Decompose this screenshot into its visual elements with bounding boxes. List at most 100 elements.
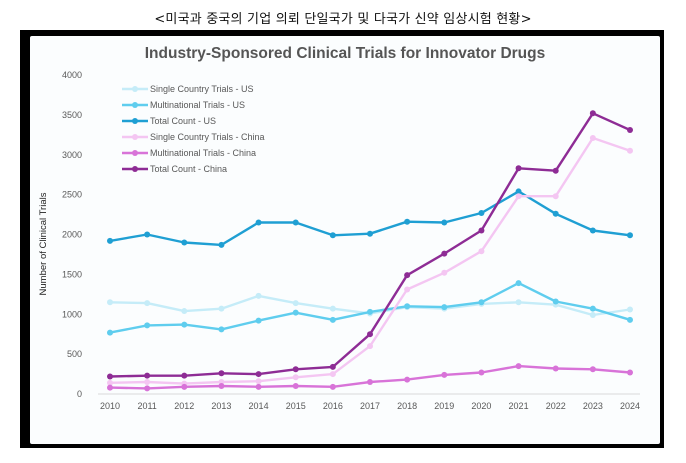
- legend-item: Single Country Trials - China: [122, 132, 265, 142]
- x-tick-label: 2011: [137, 401, 156, 411]
- data-point: [552, 298, 559, 305]
- data-point: [144, 379, 151, 386]
- legend-label: Total Count - US: [150, 116, 216, 126]
- data-point: [329, 363, 336, 370]
- data-point: [255, 292, 262, 299]
- data-point: [107, 299, 113, 306]
- data-point: [478, 209, 485, 216]
- data-point: [589, 305, 596, 312]
- data-point: [292, 309, 299, 316]
- series-layer: [107, 110, 633, 392]
- data-point: [255, 383, 262, 390]
- y-tick-label: 1000: [62, 309, 82, 319]
- legend-item: Multinational Trials - US: [122, 100, 245, 110]
- axes: 0 500 1000 1500 2000 2500 3000 3500 4000 2010 2011…: [62, 70, 640, 411]
- data-point: [329, 232, 336, 239]
- data-point: [107, 237, 113, 244]
- y-tick-label: 4000: [62, 70, 82, 80]
- legend-label: Single Country Trials - US: [150, 84, 254, 94]
- data-point: [404, 303, 411, 310]
- data-point: [329, 383, 336, 390]
- data-point: [441, 250, 448, 257]
- data-point: [589, 312, 596, 319]
- data-point: [107, 384, 113, 391]
- data-point: [255, 371, 262, 378]
- data-point: [367, 230, 373, 237]
- data-point: [107, 379, 113, 386]
- data-point: [181, 383, 188, 390]
- chart-card: Industry-Sponsored Clinical Trials for I…: [30, 36, 660, 444]
- data-point: [292, 383, 299, 390]
- series-2: [107, 188, 633, 248]
- data-point: [627, 369, 633, 376]
- data-point: [292, 366, 299, 373]
- data-point: [627, 306, 633, 313]
- legend: Single Country Trials - US Multinational …: [122, 84, 265, 174]
- data-point: [627, 127, 633, 134]
- data-point: [144, 300, 151, 307]
- data-point: [478, 369, 485, 376]
- y-tick-label: 0: [77, 389, 82, 399]
- data-point: [404, 376, 411, 383]
- legend-item: Single Country Trials - US: [122, 84, 254, 94]
- series-3: [107, 135, 633, 387]
- x-tick-label: 2018: [397, 401, 417, 411]
- data-point: [367, 331, 373, 338]
- x-tick-label: 2013: [211, 401, 231, 411]
- data-point: [218, 241, 225, 248]
- legend-swatch-marker: [132, 118, 138, 124]
- legend-item: Total Count - China: [122, 164, 227, 174]
- data-point: [367, 379, 373, 386]
- data-point: [218, 305, 225, 312]
- legend-swatch-marker: [132, 134, 138, 140]
- data-point: [292, 374, 299, 381]
- y-tick-label: 2000: [62, 230, 82, 240]
- x-tick-label: 2022: [546, 401, 566, 411]
- data-point: [478, 227, 485, 234]
- data-point: [627, 316, 633, 323]
- data-point: [329, 305, 336, 312]
- chart-caption: <미국과 중국의 기업 의뢰 단일국가 및 다국가 신약 임상시험 현황>: [154, 12, 532, 27]
- y-tick-label: 3000: [62, 150, 82, 160]
- y-tick-label: 500: [67, 349, 82, 359]
- data-point: [515, 363, 522, 370]
- x-tick-label: 2023: [583, 401, 603, 411]
- data-point: [515, 165, 522, 172]
- data-point: [107, 373, 113, 380]
- data-point: [627, 147, 633, 154]
- x-tick-label: 2019: [434, 401, 454, 411]
- data-point: [404, 218, 411, 225]
- data-point: [181, 372, 188, 379]
- y-axis-label: Number of Clinical Trials: [38, 192, 49, 295]
- data-point: [441, 304, 448, 311]
- data-point: [515, 193, 522, 200]
- data-point: [329, 316, 336, 323]
- data-point: [218, 383, 225, 390]
- data-point: [181, 239, 188, 246]
- data-point: [292, 219, 299, 226]
- series-5: [107, 110, 633, 380]
- data-point: [404, 286, 411, 293]
- legend-label: Multinational Trials - China: [150, 148, 256, 158]
- data-point: [144, 385, 151, 392]
- series-1: [107, 280, 633, 336]
- data-point: [515, 188, 522, 195]
- series-4: [107, 363, 633, 392]
- data-point: [107, 329, 113, 336]
- x-tick-label: 2012: [174, 401, 194, 411]
- legend-label: Single Country Trials - China: [150, 132, 265, 142]
- data-point: [255, 378, 262, 385]
- data-point: [589, 366, 596, 373]
- chart-title: Industry-Sponsored Clinical Trials for I…: [145, 45, 545, 62]
- data-point: [255, 317, 262, 324]
- series-line: [109, 281, 631, 334]
- x-tick-label: 2017: [360, 401, 380, 411]
- data-point: [218, 326, 225, 333]
- data-point: [144, 231, 151, 238]
- x-tick-label: 2024: [620, 401, 640, 411]
- series-line: [109, 190, 631, 247]
- data-point: [589, 135, 596, 142]
- x-tick-label: 2014: [249, 401, 269, 411]
- data-point: [181, 308, 188, 315]
- data-point: [515, 299, 522, 306]
